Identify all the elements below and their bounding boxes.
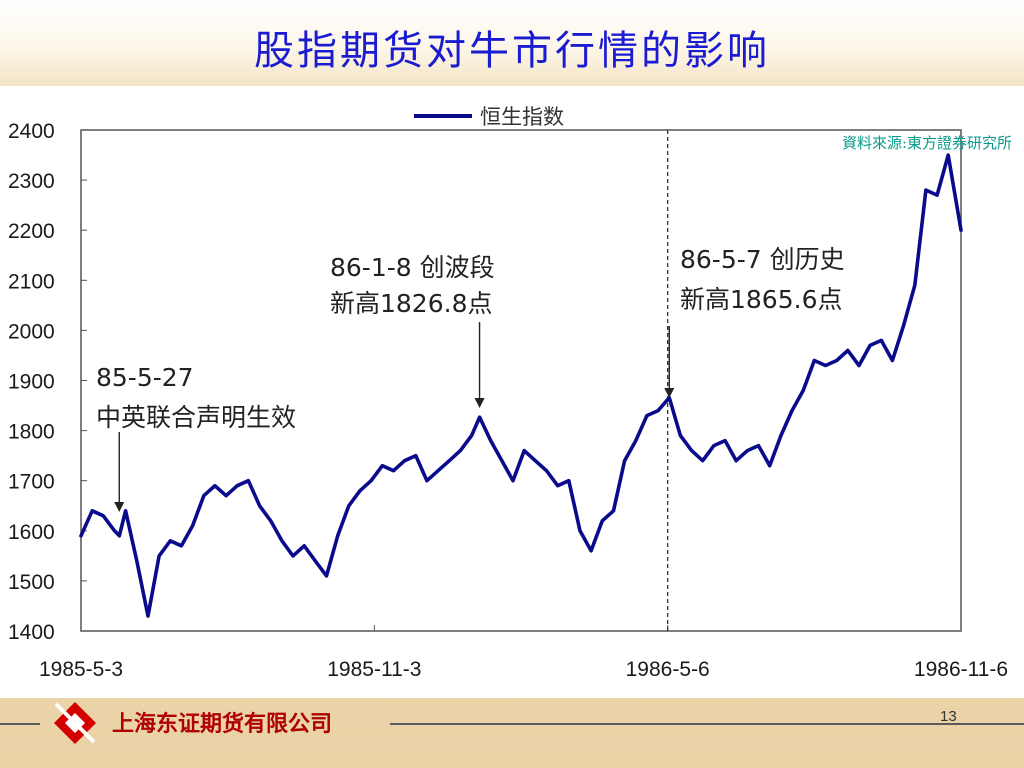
y-tick-label: 2000 <box>8 320 55 343</box>
x-tick-label: 1985-11-3 <box>327 658 421 681</box>
annotation-arrowhead <box>114 502 125 512</box>
y-tick-label: 1500 <box>8 571 55 594</box>
chart-panel: 2400 2300 2200 2100 2000 1900 1800 1700 1600 1500… <box>0 86 1024 698</box>
annotation-text: 新高1826.8点 <box>330 289 492 318</box>
y-tick-label: 1400 <box>8 621 55 644</box>
footer: 上海东证期货有限公司 13 <box>0 698 1024 768</box>
hsi-line-chart: 2400 2300 2200 2100 2000 1900 1800 1700 1600 1500… <box>8 105 1008 681</box>
company-logo-icon <box>54 702 96 744</box>
annotation-text: 86-1-8 创波段 <box>330 253 495 282</box>
x-tick-label: 1986-5-6 <box>626 658 710 681</box>
annotation-arrowhead <box>474 398 485 408</box>
x-axis: 1985-5-3 1985-11-3 1986-5-6 1986-11-6 <box>39 625 1008 681</box>
footer-divider-left <box>0 723 40 725</box>
series-line-hsi <box>79 153 963 618</box>
y-tick-label: 2400 <box>8 120 55 143</box>
series-points <box>80 155 962 617</box>
y-tick-label: 1900 <box>8 371 55 394</box>
x-tick-label: 1985-5-3 <box>39 658 123 681</box>
y-tick-label: 2100 <box>8 270 55 293</box>
slide-title: 股指期货对牛市行情的影响 <box>254 28 770 74</box>
y-tick-label: 1800 <box>8 421 55 444</box>
plot-frame <box>80 129 962 632</box>
annotation-text: 中英联合声明生效 <box>96 403 296 432</box>
y-tick-label: 2200 <box>8 220 55 243</box>
source-note: 資料來源:東方證券研究所 <box>841 134 1012 152</box>
company-name: 上海东证期货有限公司 <box>112 712 333 737</box>
y-tick-label: 1700 <box>8 471 55 494</box>
y-tick-label: 2300 <box>8 170 55 193</box>
annotation-text: 新高1865.6点 <box>680 285 842 314</box>
x-tick-label: 1986-11-6 <box>914 658 1008 681</box>
annotation-arrowhead <box>664 388 675 398</box>
legend: 恒生指数 <box>414 105 564 129</box>
legend-label: 恒生指数 <box>480 105 564 129</box>
annotation-text: 86-5-7 创历史 <box>680 245 845 274</box>
title-band <box>0 0 1024 86</box>
y-tick-label: 1600 <box>8 521 55 544</box>
annotation-text: 85-5-27 <box>96 363 194 392</box>
footer-divider-right <box>390 723 1024 725</box>
y-axis: 2400 2300 2200 2100 2000 1900 1800 1700 1600 1500… <box>8 120 87 644</box>
page-number: 13 <box>940 708 957 725</box>
